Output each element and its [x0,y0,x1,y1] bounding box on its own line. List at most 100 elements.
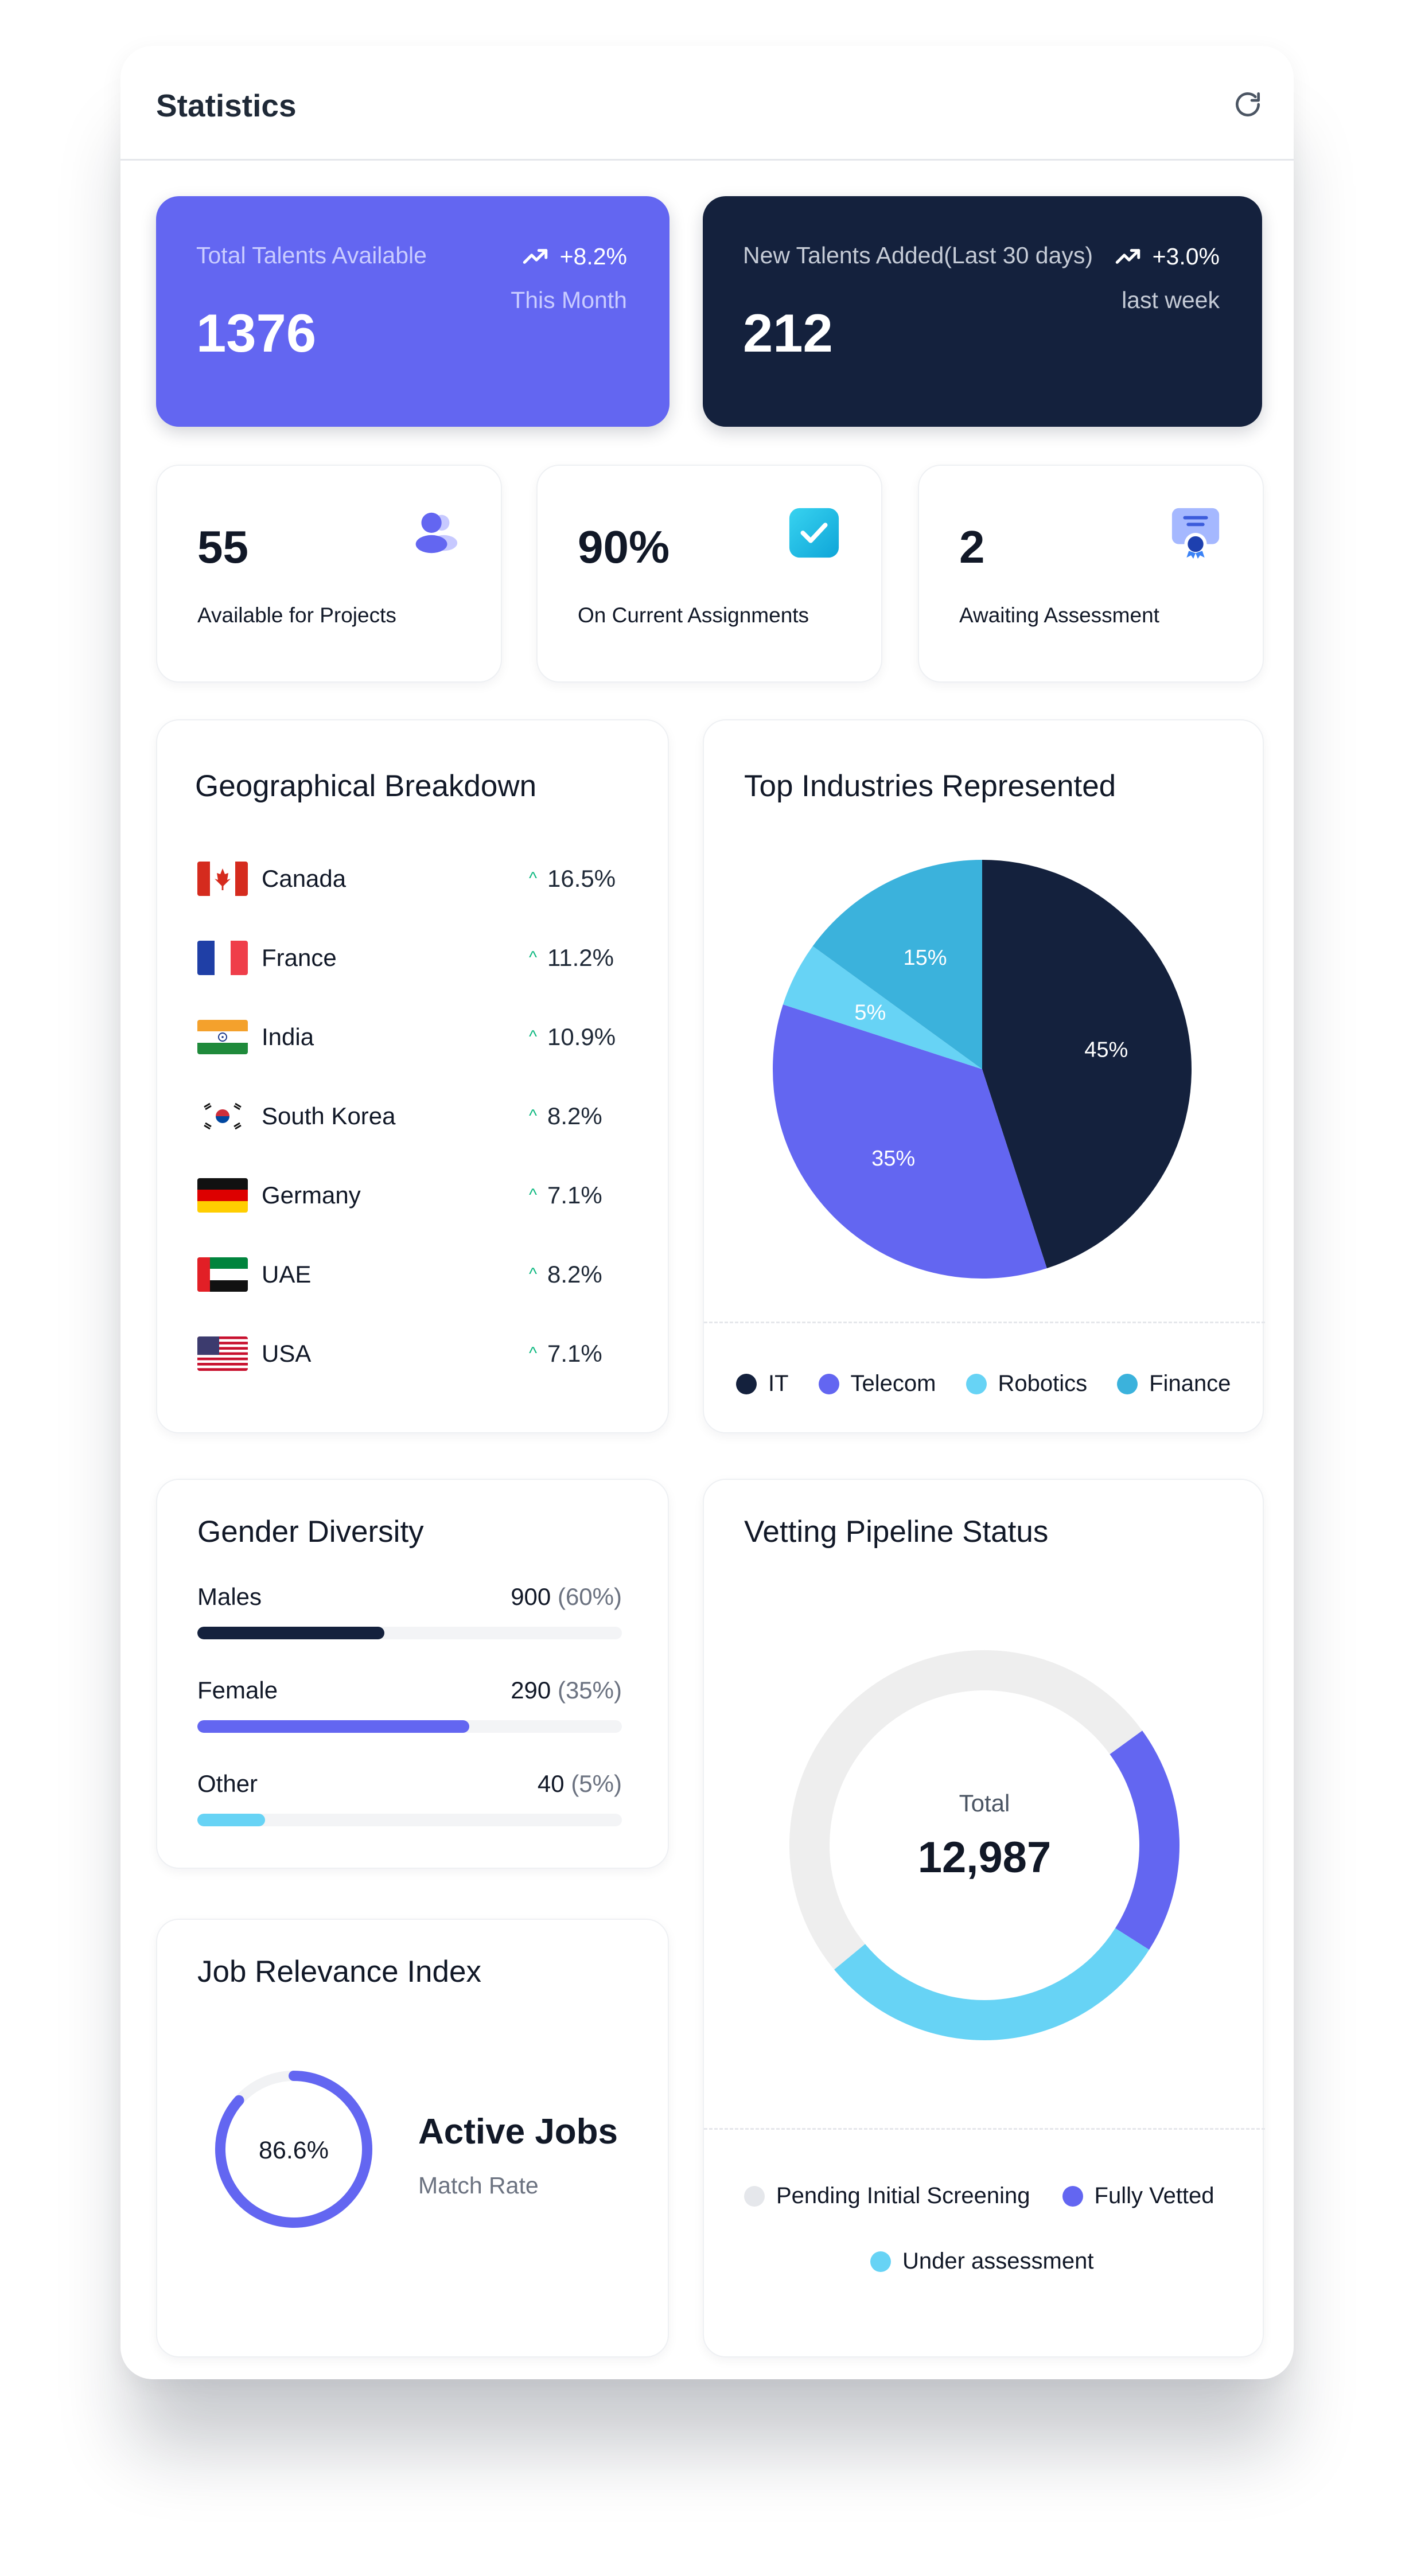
stat-label: Awaiting Assessment [959,603,1159,627]
france-flag-icon [197,941,248,975]
pipeline-total-value: 12,987 [917,1833,1052,1882]
industries-pie-chart: 45% 35% 5% 15% [773,860,1192,1279]
country-name: France [262,944,337,971]
canada-flag-icon [197,862,248,896]
gender-count: 900 [511,1583,551,1610]
legend-item-telecom: Telecom [818,1371,936,1397]
legend-dot [966,1373,987,1394]
header: Statistics [120,46,1294,161]
card-title: Top Industries Represented [744,769,1116,803]
legend-label: Finance [1149,1371,1231,1396]
country-name: South Korea [262,1102,396,1129]
card-title: Gender Diversity [197,1515,424,1549]
card-title: Vetting Pipeline Status [744,1515,1049,1549]
country-name: Germany [262,1182,361,1209]
pie-slice-telecom [773,1004,1047,1279]
germany-flag-icon [197,1178,248,1213]
current-assignments-card: 90% On Current Assignments [536,465,882,683]
pipeline-donut-chart [789,1650,1180,2040]
stat-value: 90% [578,521,670,572]
relevance-value: 86.6% [259,2137,329,2164]
top-industries-card: Top Industries Represented 45% 35% 5% 15% I… [703,719,1265,1433]
gender-pct: (60%) [557,1583,622,1610]
gender-diversity-card: Gender Diversity Males 900 (60%) Female 29… [156,1479,669,1869]
country-pct: 11.2% [547,944,614,971]
gender-bar-track [197,1627,622,1639]
available-projects-card: 55 Available for Projects [156,465,502,683]
pie-label-telecom: 35% [871,1147,915,1171]
trend-up-icon: ^ [528,1106,538,1125]
legend-label: Telecom [850,1371,936,1396]
gender-value: 900 (60%) [511,1583,622,1611]
stat-value: 2 [959,521,985,572]
pie-label-robotics: 5% [854,1001,886,1025]
stat-value: 55 [197,521,248,572]
divider [704,2128,1265,2130]
pie-label-finance: 15% [904,946,947,970]
trend-up-icon: ^ [528,948,538,967]
country-name: USA [262,1340,312,1367]
gender-bar-fill [197,1720,469,1733]
pie-slice-finance [812,860,982,1069]
new-talents-card: New Talents Added(Last 30 days) 212 +3.0… [703,196,1262,427]
trend-up-icon: ^ [528,1344,538,1363]
gender-label: Female [197,1677,278,1704]
gender-bar-track [197,1814,622,1826]
gender-bar-fill [197,1627,384,1639]
gender-bar-track [197,1720,622,1733]
india-flag-icon [197,1020,248,1054]
new-talents-delta-value: +3.0% [1152,243,1220,270]
geo-row-uae: UAE ^ 8.2% [197,1252,633,1297]
legend-label: Under assessment [902,2248,1094,2274]
pie-slice-robotics [783,946,982,1069]
uae-flag-icon [197,1257,248,1292]
card-title: Job Relevance Index [197,1955,481,1989]
legend-label: Robotics [998,1371,1088,1396]
gender-bar-fill [197,1814,266,1826]
pipeline-legend: Pending Initial Screening Fully Vetted [744,2183,1215,2209]
total-talents-card: Total Talents Available 1376 +8.2% This … [156,196,669,427]
new-talents-delta: +3.0% [1114,242,1220,271]
usa-flag-icon [197,1336,248,1371]
refresh-icon[interactable] [1232,88,1264,120]
country-pct: 7.1% [547,1182,602,1209]
legend-label: Fully Vetted [1094,2183,1215,2208]
card-title: Geographical Breakdown [195,769,537,803]
total-talents-delta: +8.2% [521,242,627,271]
pipeline-total-label: Total [959,1790,1010,1817]
legend-item-pending: Pending Initial Screening [744,2183,1030,2209]
legend-dot [744,2185,765,2207]
relevance-subheading: Match Rate [418,2172,539,2199]
industries-legend: IT Telecom Robotics Finance [736,1371,1231,1397]
geo-row-usa: USA ^ 7.1% [197,1331,633,1377]
legend-label: IT [768,1371,789,1396]
gender-count: 290 [511,1677,551,1704]
legend-dot [736,1373,757,1394]
relevance-heading: Active Jobs [418,2112,618,2152]
new-talents-value: 212 [743,303,833,363]
geographical-breakdown-card: Geographical Breakdown Canada ^ 16.5% Fr… [156,719,669,1433]
country-name: India [262,1023,314,1050]
stat-label: Available for Projects [197,603,396,627]
trend-up-icon: ^ [528,1027,538,1046]
pie-slice-it [982,860,1192,1269]
total-talents-period: This Month [511,287,627,313]
legend-dot [870,2251,891,2272]
country-pct: 7.1% [547,1340,602,1367]
trend-up-icon: ^ [528,1265,538,1284]
gender-label: Males [197,1583,262,1610]
gender-count: 40 [537,1770,565,1797]
relevance-ring [215,2071,372,2228]
legend-item-fully-vetted: Fully Vetted [1062,2183,1215,2209]
geo-row-germany: Germany ^ 7.1% [197,1172,633,1218]
legend-label: Pending Initial Screening [776,2183,1030,2208]
legend-item-robotics: Robotics [966,1371,1088,1397]
geo-row-south-korea: South Korea ^ 8.2% [197,1093,633,1139]
pipeline-legend-row2: Under assessment [870,2248,1093,2274]
statistics-panel: Statistics Total Talents Available 1376 … [120,46,1294,2379]
gender-value: 40 (5%) [538,1770,622,1798]
gender-label: Other [197,1770,258,1797]
total-talents-value: 1376 [196,303,317,363]
legend-dot [818,1373,839,1394]
users-icon [415,512,458,554]
